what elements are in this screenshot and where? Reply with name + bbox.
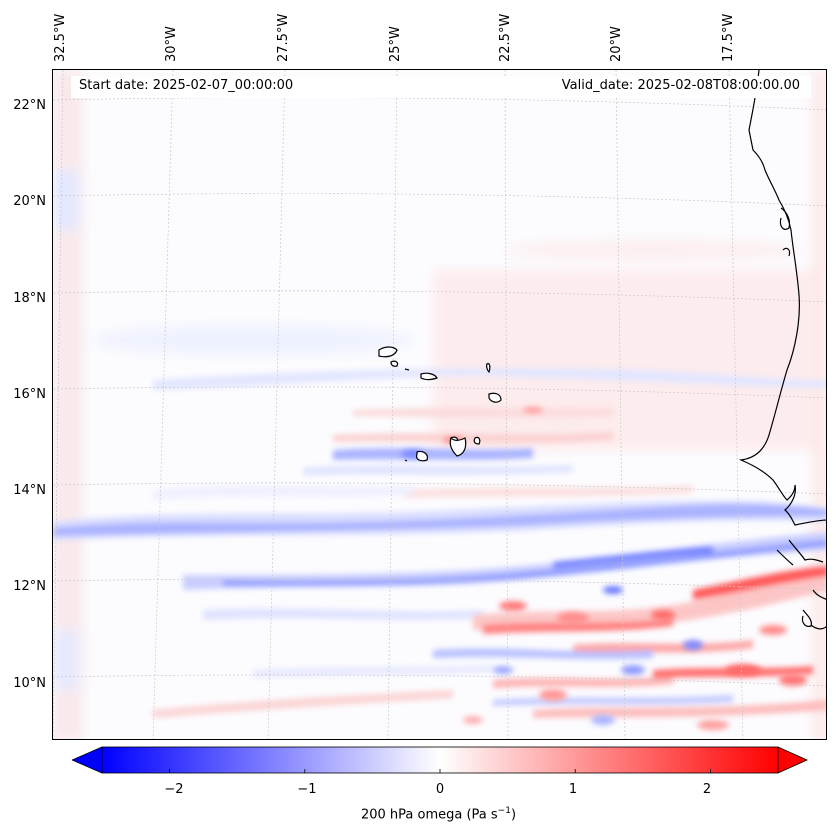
lon-label-17-5w: 17.5°W xyxy=(721,13,736,62)
lat-label-18n: 18°N xyxy=(13,291,46,306)
lon-label-27-5w: 27.5°W xyxy=(276,13,291,62)
omega-field-map xyxy=(53,70,826,739)
lat-label-16n: 16°N xyxy=(13,387,46,402)
colorbar-right-extend xyxy=(777,746,808,774)
date-info-strip xyxy=(71,76,811,98)
start-date-text: Start date: 2025-02-07_00:00:00 xyxy=(79,78,294,93)
lon-label-25w: 25°W xyxy=(388,26,403,62)
colorbar-tick-label: 2 xyxy=(702,782,712,797)
coastline xyxy=(738,70,826,630)
lat-label-14n: 14°N xyxy=(13,483,46,498)
lon-label-20w: 20°W xyxy=(609,26,624,62)
colorbar xyxy=(72,746,808,774)
positive-omega-bands xyxy=(153,566,826,718)
lat-label-12n: 12°N xyxy=(13,579,46,594)
colorbar-tick-label: −2 xyxy=(164,782,184,797)
colorbar-tickmarks xyxy=(169,769,711,773)
lon-label-30w: 30°W xyxy=(164,26,179,62)
lat-label-20n: 20°N xyxy=(13,194,46,209)
graticule xyxy=(53,70,826,739)
colorbar-tick-label: 0 xyxy=(435,782,445,797)
colorbar-gradient xyxy=(101,746,779,774)
lat-label-10n: 10°N xyxy=(13,676,46,691)
colorbar-tick-label: −1 xyxy=(297,782,317,797)
lat-label-22n: 22°N xyxy=(13,98,46,113)
colorbar-left-extend xyxy=(72,746,103,774)
lon-label-32-5w: 32.5°W xyxy=(53,13,68,62)
convective-cells xyxy=(401,407,807,730)
negative-omega-bands xyxy=(53,500,826,620)
upper-ribbons xyxy=(153,368,826,500)
weak-background-field xyxy=(53,70,826,739)
colorbar-tick-label: 1 xyxy=(568,782,578,797)
lon-label-22-5w: 22.5°W xyxy=(498,13,513,62)
cape-verde-islands xyxy=(378,346,502,462)
colorbar-label: 200 hPa omega (Pa s−1) xyxy=(360,806,517,823)
map-panel: Start date: 2025-02-07_00:00:00 Valid_da… xyxy=(52,69,827,740)
valid-date-text: Valid_date: 2025-02-08T08:00:00.00 xyxy=(561,78,800,93)
